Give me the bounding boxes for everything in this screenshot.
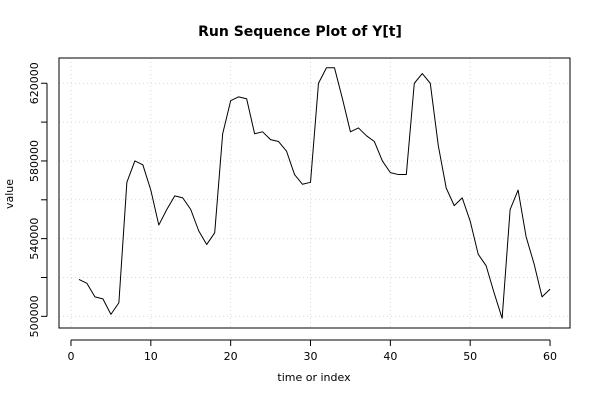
x-tick-label: 50 xyxy=(463,350,477,363)
x-tick-label: 0 xyxy=(67,350,74,363)
y-tick-label: 540000 xyxy=(28,218,41,260)
series-layer xyxy=(78,67,551,319)
y-axis: 500000 540000 580000 620000 xyxy=(28,62,48,337)
x-tick-label: 30 xyxy=(304,350,318,363)
x-tick-label: 10 xyxy=(144,350,158,363)
x-tick-label: 40 xyxy=(383,350,397,363)
y-axis-label: value xyxy=(3,179,16,209)
y-tick-label: 620000 xyxy=(28,62,41,104)
x-tick-label: 20 xyxy=(224,350,238,363)
series-line xyxy=(78,67,551,319)
y-tick-label: 500000 xyxy=(28,295,41,337)
x-axis: 0 10 20 30 40 50 60 xyxy=(67,339,557,363)
y-tick-label: 580000 xyxy=(28,140,41,182)
x-tick-label: 60 xyxy=(543,350,557,363)
plot-frame xyxy=(58,57,571,329)
gridlines xyxy=(59,58,570,328)
x-axis-label: time or index xyxy=(277,371,351,384)
chart-title: Run Sequence Plot of Y[t] xyxy=(198,24,402,40)
